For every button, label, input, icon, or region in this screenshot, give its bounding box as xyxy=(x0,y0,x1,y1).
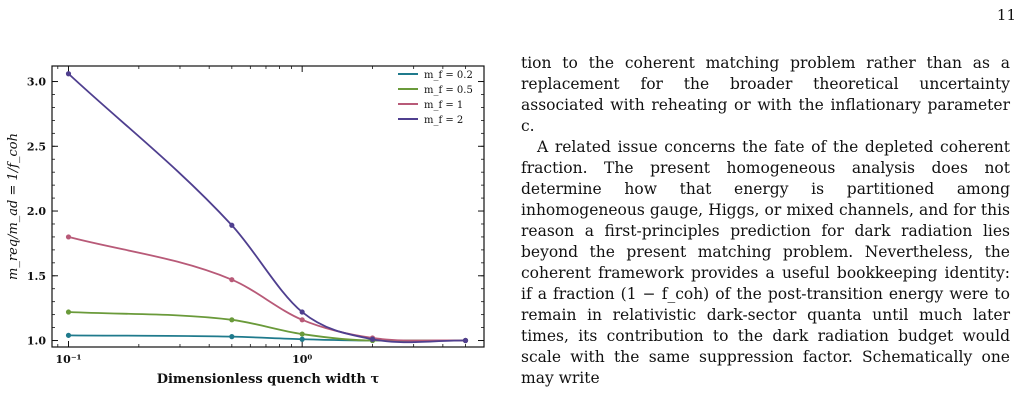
data-point xyxy=(65,71,72,77)
legend-label: m_f = 2 xyxy=(424,115,463,126)
data-point xyxy=(229,222,235,228)
y-tick-label: 3.0 xyxy=(27,76,46,89)
series-line xyxy=(68,236,466,342)
data-point xyxy=(299,336,305,342)
data-point xyxy=(229,317,235,323)
page-cutoff xyxy=(0,396,1024,413)
data-point xyxy=(369,336,376,342)
legend-label: m_f = 0.2 xyxy=(424,70,473,81)
x-tick-label: 10⁰ xyxy=(292,353,312,366)
y-tick-label: 1.5 xyxy=(27,270,46,283)
legend-label: m_f = 0.5 xyxy=(424,85,473,96)
plot-frame xyxy=(51,65,485,348)
paragraph: A related issue concerns the fate of the… xyxy=(521,138,1010,387)
legend-label: m_f = 1 xyxy=(424,100,463,111)
page-number: 11 xyxy=(996,6,1016,24)
data-point xyxy=(65,309,72,315)
y-tick-label: 2.0 xyxy=(27,205,46,218)
data-point xyxy=(229,277,235,283)
y-axis-label: m_req/m_ad = 1/f_coh xyxy=(6,133,21,280)
data-point xyxy=(299,331,305,337)
y-tick-label: 1.0 xyxy=(27,335,46,348)
paragraph: tion to the coherent matching problem ra… xyxy=(521,54,1010,135)
body-text: tion to the coherent matching problem ra… xyxy=(521,53,1010,389)
data-point xyxy=(299,309,305,315)
data-point xyxy=(65,234,72,240)
series-line xyxy=(67,73,466,344)
x-tick-label: 10⁻¹ xyxy=(56,353,82,366)
y-tick-label: 2.5 xyxy=(27,140,46,153)
data-point xyxy=(229,334,235,340)
data-point xyxy=(65,332,72,338)
data-point xyxy=(462,337,469,344)
line-chart: 1.0 1.5 2.0 2.5 3.0 10⁻¹ 10⁰ Dimensionless quen… xyxy=(6,65,485,387)
data-point xyxy=(299,317,305,323)
x-axis-label: Dimensionless quench width τ xyxy=(157,372,380,387)
figure: 1.0 1.5 2.0 2.5 3.0 10⁻¹ 10⁰ Dimensionless quen… xyxy=(0,60,500,413)
